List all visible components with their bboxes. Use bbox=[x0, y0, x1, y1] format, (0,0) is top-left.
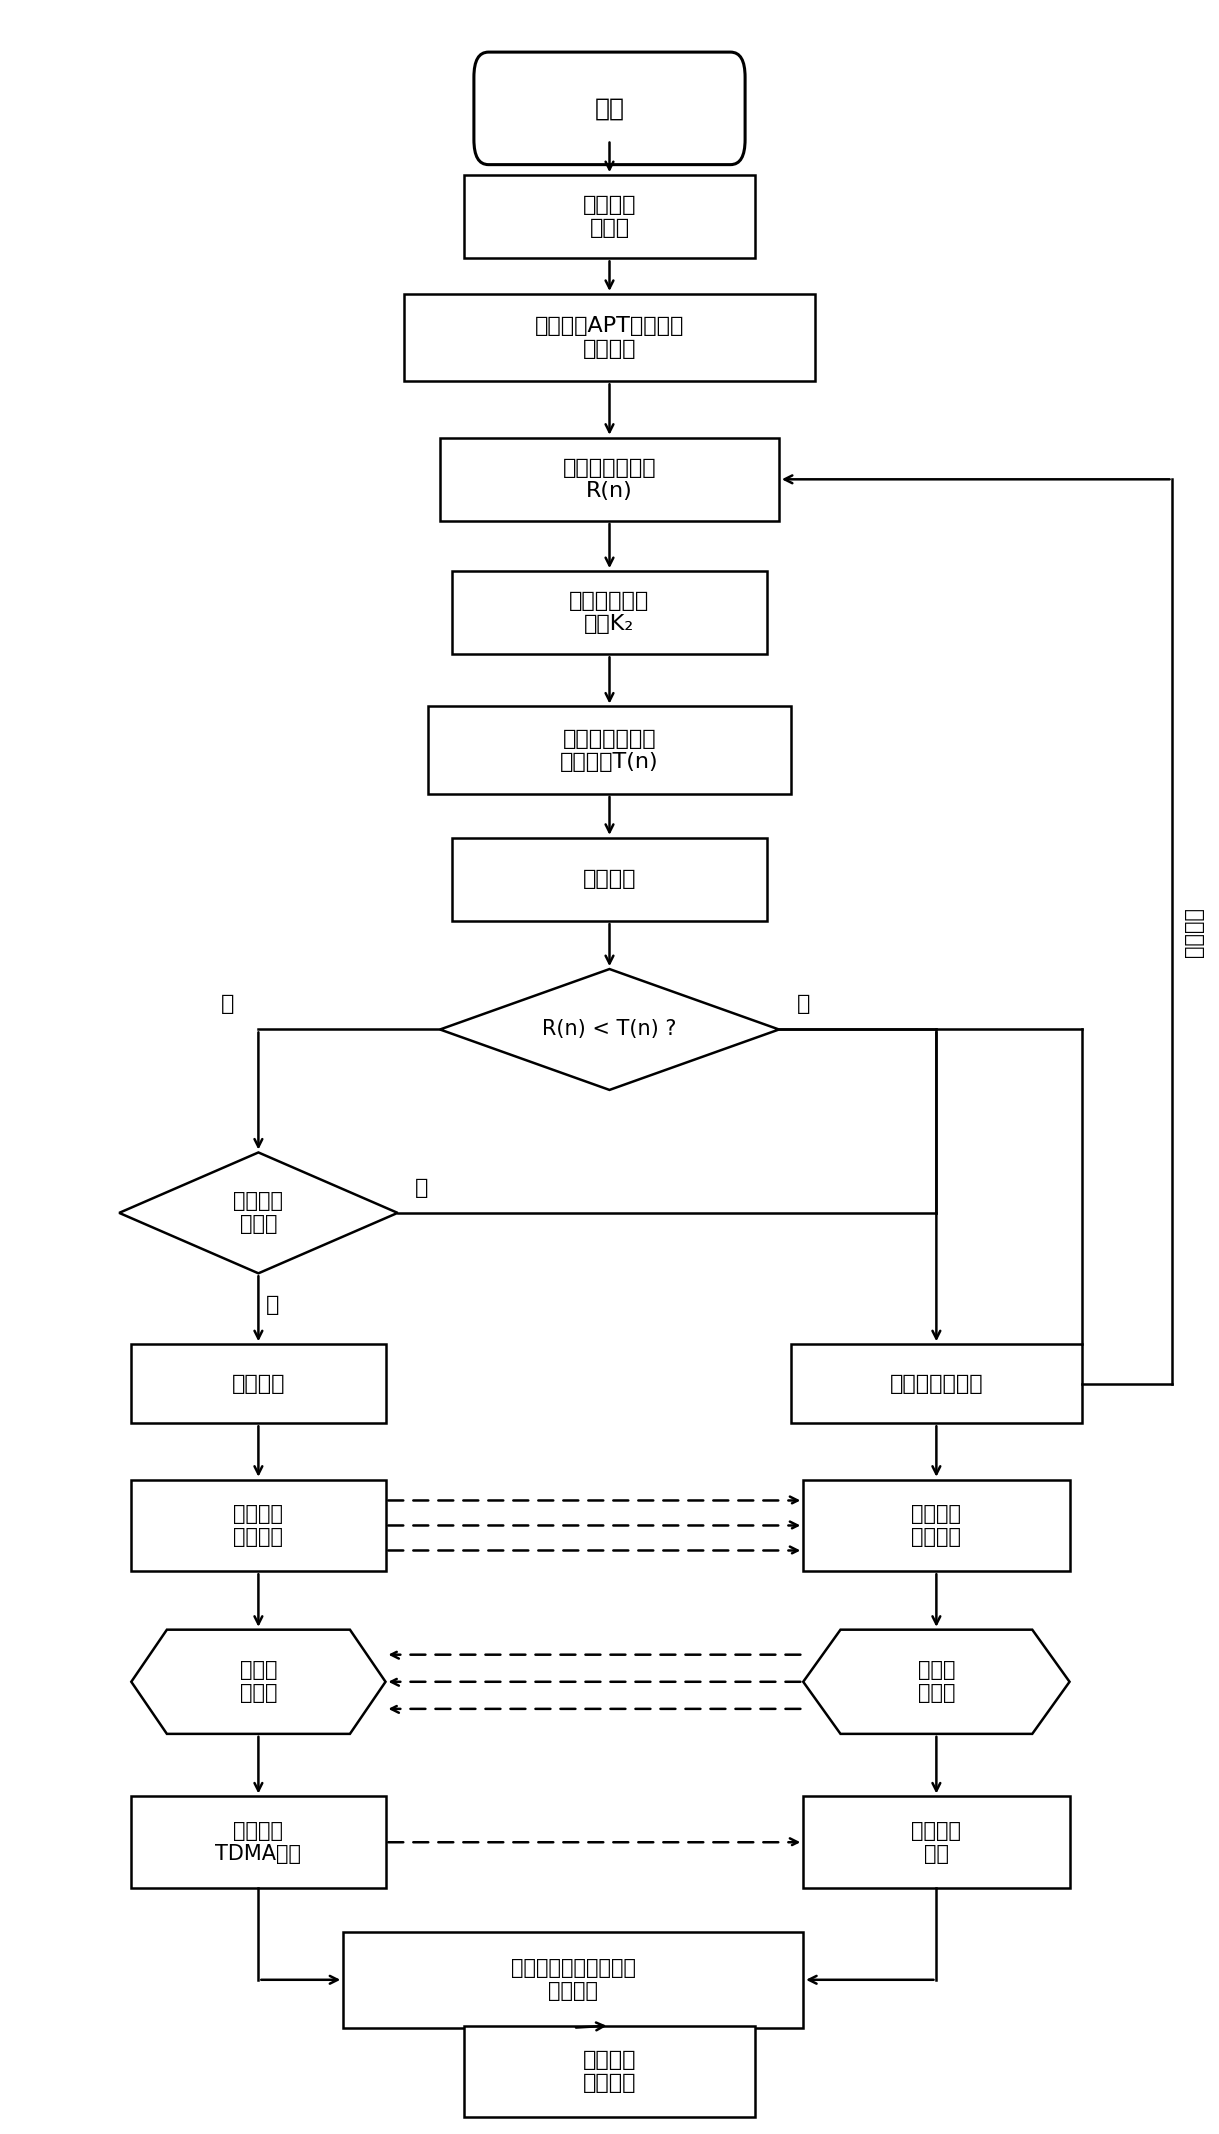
Bar bbox=[452, 839, 767, 922]
Polygon shape bbox=[119, 1152, 397, 1274]
Bar bbox=[803, 1479, 1069, 1571]
Text: 节点利用APT系统发现
邻居节点: 节点利用APT系统发现 邻居节点 bbox=[535, 316, 684, 359]
Bar bbox=[803, 1797, 1069, 1889]
Polygon shape bbox=[132, 1630, 385, 1735]
Text: 接收簇首
广播信息: 接收簇首 广播信息 bbox=[912, 1504, 962, 1547]
Bar bbox=[132, 1479, 385, 1571]
Text: 开始: 开始 bbox=[595, 96, 624, 120]
Text: 数据稳定
传输阶段: 数据稳定 传输阶段 bbox=[583, 2051, 636, 2093]
Text: 等待加
入请求: 等待加 入请求 bbox=[240, 1660, 277, 1703]
Bar bbox=[132, 1344, 385, 1423]
Text: 网络节点
初始化: 网络节点 初始化 bbox=[583, 194, 636, 239]
Bar bbox=[428, 706, 791, 794]
Text: 之前当选
过簇首: 之前当选 过簇首 bbox=[233, 1191, 283, 1233]
FancyBboxPatch shape bbox=[474, 51, 745, 164]
Text: 计算最优簇首
个数K₂: 计算最优簇首 个数K₂ bbox=[569, 591, 650, 634]
Text: 节点生成随机数
R(n): 节点生成随机数 R(n) bbox=[563, 457, 656, 501]
Text: 发送加
入请求: 发送加 入请求 bbox=[918, 1660, 956, 1703]
Text: 否: 否 bbox=[796, 994, 809, 1014]
Bar bbox=[452, 572, 767, 655]
Bar bbox=[132, 1797, 385, 1889]
Text: 否: 否 bbox=[266, 1295, 279, 1315]
Bar bbox=[440, 437, 779, 521]
Text: 是: 是 bbox=[416, 1178, 429, 1197]
Text: 等待分配
时隙: 等待分配 时隙 bbox=[912, 1820, 962, 1863]
Text: 簇首选举: 簇首选举 bbox=[583, 869, 636, 890]
Text: 是: 是 bbox=[221, 994, 234, 1014]
Text: 一轮结束: 一轮结束 bbox=[1184, 907, 1204, 956]
Bar bbox=[464, 175, 755, 258]
Text: 当选簇首: 当选簇首 bbox=[232, 1374, 285, 1394]
Text: 簇首广播
TDMA时隙: 簇首广播 TDMA时隙 bbox=[216, 1820, 301, 1863]
Text: R(n) < T(n) ?: R(n) < T(n) ? bbox=[542, 1020, 677, 1039]
Bar bbox=[403, 294, 816, 382]
Text: 簇首广播
成簇信息: 簇首广播 成簇信息 bbox=[233, 1504, 283, 1547]
Text: 成为簇成员节点: 成为簇成员节点 bbox=[890, 1374, 984, 1394]
Polygon shape bbox=[440, 969, 779, 1090]
Text: 寻找中继节点或直接与
基站通信: 寻找中继节点或直接与 基站通信 bbox=[511, 1959, 635, 2002]
Bar bbox=[791, 1344, 1081, 1423]
Polygon shape bbox=[803, 1630, 1069, 1735]
Text: 计算各节点簇首
选举阙値T(n): 计算各节点簇首 选举阙値T(n) bbox=[561, 728, 658, 773]
Bar bbox=[344, 1931, 803, 2027]
Bar bbox=[464, 2025, 755, 2117]
